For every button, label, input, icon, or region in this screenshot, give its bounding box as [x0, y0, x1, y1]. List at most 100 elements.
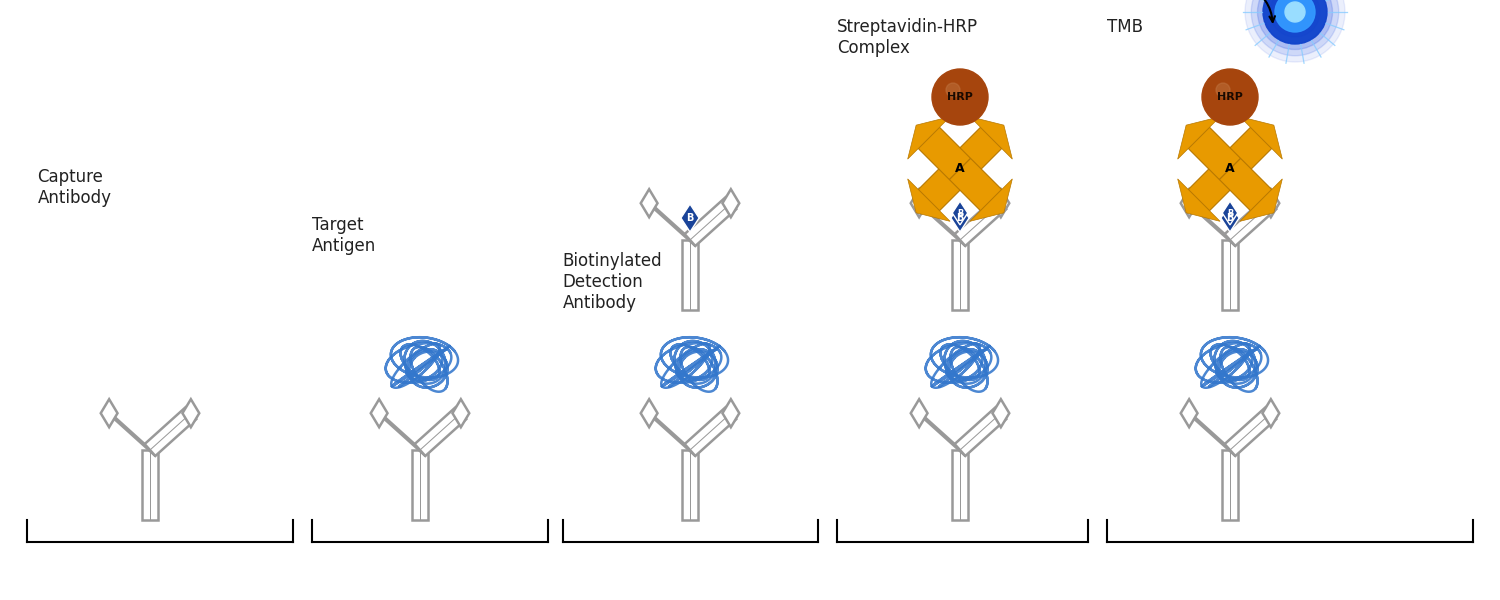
Text: HRP: HRP — [1216, 92, 1243, 102]
Polygon shape — [1240, 116, 1282, 159]
Circle shape — [951, 89, 969, 106]
Circle shape — [1288, 6, 1300, 18]
Text: B: B — [687, 213, 693, 223]
Polygon shape — [1220, 127, 1272, 179]
Polygon shape — [1224, 197, 1276, 246]
Polygon shape — [954, 407, 1006, 456]
Text: Capture
Antibody: Capture Antibody — [38, 168, 111, 207]
Polygon shape — [1224, 407, 1276, 456]
Polygon shape — [1180, 399, 1197, 427]
Bar — [413, 450, 428, 520]
Bar — [142, 450, 158, 520]
Circle shape — [1276, 0, 1314, 31]
Circle shape — [1270, 0, 1320, 37]
Circle shape — [1251, 0, 1338, 56]
Polygon shape — [1180, 189, 1197, 217]
Polygon shape — [1188, 158, 1240, 211]
Text: Biotinylated
Detection
Antibody: Biotinylated Detection Antibody — [562, 252, 662, 311]
Text: Streptavidin-HRP
Complex: Streptavidin-HRP Complex — [837, 18, 978, 57]
Circle shape — [1245, 0, 1346, 62]
Polygon shape — [681, 204, 699, 232]
Circle shape — [1263, 0, 1326, 43]
Polygon shape — [723, 189, 740, 217]
Bar — [682, 450, 698, 520]
Circle shape — [1227, 94, 1233, 100]
Polygon shape — [954, 197, 1006, 246]
Polygon shape — [104, 407, 156, 456]
Polygon shape — [914, 197, 966, 246]
Circle shape — [950, 86, 970, 108]
Polygon shape — [684, 197, 736, 246]
Polygon shape — [1178, 116, 1219, 159]
Polygon shape — [1184, 407, 1236, 456]
Polygon shape — [1184, 197, 1236, 246]
Polygon shape — [1263, 189, 1280, 217]
Polygon shape — [951, 204, 969, 232]
Text: B: B — [957, 208, 963, 217]
Polygon shape — [374, 407, 426, 456]
Circle shape — [1204, 72, 1255, 122]
Polygon shape — [918, 158, 970, 211]
Polygon shape — [644, 197, 696, 246]
Circle shape — [1208, 74, 1252, 119]
Bar — [952, 240, 968, 310]
Polygon shape — [1188, 127, 1240, 179]
Polygon shape — [970, 116, 1012, 159]
Polygon shape — [1263, 399, 1280, 427]
Text: B: B — [957, 213, 963, 223]
Polygon shape — [910, 189, 927, 217]
Polygon shape — [414, 407, 466, 456]
Circle shape — [1216, 83, 1243, 111]
Circle shape — [1282, 0, 1308, 25]
Text: A: A — [1226, 163, 1234, 175]
Polygon shape — [918, 127, 970, 179]
Circle shape — [1216, 83, 1230, 97]
Text: B: B — [1227, 208, 1233, 217]
Circle shape — [940, 77, 980, 116]
Circle shape — [934, 72, 986, 122]
Bar — [952, 450, 968, 520]
Polygon shape — [453, 399, 470, 427]
Circle shape — [1214, 80, 1246, 114]
Polygon shape — [908, 179, 950, 221]
Circle shape — [944, 80, 976, 114]
Circle shape — [1257, 0, 1332, 49]
Polygon shape — [910, 399, 927, 427]
Circle shape — [1221, 89, 1239, 106]
Circle shape — [1275, 0, 1316, 32]
Polygon shape — [640, 189, 657, 217]
Circle shape — [1220, 86, 1240, 108]
Bar — [1222, 450, 1238, 520]
Polygon shape — [970, 179, 1012, 221]
Text: Target
Antigen: Target Antigen — [312, 216, 376, 255]
Polygon shape — [640, 399, 657, 427]
Circle shape — [938, 74, 982, 119]
Text: TMB: TMB — [1107, 18, 1143, 36]
Polygon shape — [1240, 179, 1282, 221]
Polygon shape — [1221, 204, 1239, 232]
Polygon shape — [1220, 158, 1272, 211]
Polygon shape — [684, 407, 736, 456]
Circle shape — [1202, 69, 1258, 125]
Polygon shape — [908, 116, 950, 159]
Polygon shape — [100, 399, 117, 427]
Polygon shape — [1178, 179, 1219, 221]
Bar — [1222, 240, 1238, 310]
Polygon shape — [144, 407, 196, 456]
Text: HRP: HRP — [946, 92, 974, 102]
Circle shape — [957, 94, 963, 100]
Circle shape — [946, 83, 960, 97]
Circle shape — [1210, 77, 1249, 116]
Circle shape — [954, 91, 966, 103]
Polygon shape — [370, 399, 387, 427]
Bar — [682, 240, 698, 310]
Circle shape — [932, 69, 988, 125]
Circle shape — [1224, 91, 1236, 103]
Polygon shape — [723, 399, 740, 427]
Polygon shape — [993, 399, 1010, 427]
Polygon shape — [950, 127, 1002, 179]
Polygon shape — [1222, 201, 1238, 225]
Polygon shape — [993, 189, 1010, 217]
Polygon shape — [914, 407, 966, 456]
Text: B: B — [1227, 213, 1233, 223]
